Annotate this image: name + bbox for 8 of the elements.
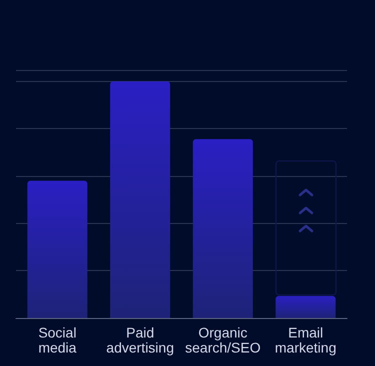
x-tick-label: Organic search/SEO: [185, 324, 261, 356]
x-tick-label: Social media: [38, 324, 77, 356]
bar: [192, 139, 253, 318]
x-tick-label: Paid advertising: [106, 324, 174, 356]
x-tick-label: Email marketing: [274, 324, 336, 356]
bar: [110, 81, 170, 318]
bar: [27, 180, 88, 318]
bar: [276, 296, 336, 318]
